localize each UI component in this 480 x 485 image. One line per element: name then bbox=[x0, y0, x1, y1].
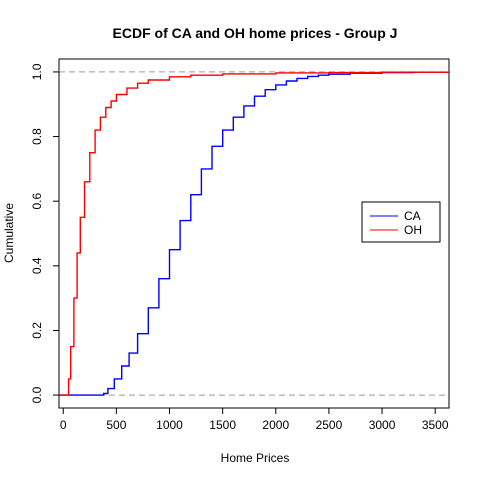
y-tick-label-3: 0.6 bbox=[30, 193, 44, 210]
y-tick-label-2: 0.4 bbox=[30, 257, 44, 274]
y-tick-label-0: 0.0 bbox=[30, 386, 44, 403]
legend-label-ca: CA bbox=[404, 209, 421, 223]
x-axis: 0 500 1000 1500 2000 2500 3000 3500 bbox=[60, 407, 449, 432]
x-tick-label-6: 3000 bbox=[369, 418, 396, 432]
x-tick-label-4: 2000 bbox=[262, 418, 289, 432]
x-tick-label-3: 1500 bbox=[209, 418, 236, 432]
chart-title: ECDF of CA and OH home prices - Group J bbox=[113, 25, 398, 41]
x-tick-label-5: 2500 bbox=[316, 418, 343, 432]
y-axis: 0.0 0.2 0.4 0.6 0.8 1.0 bbox=[30, 63, 60, 403]
y-tick-label-4: 0.8 bbox=[30, 128, 44, 145]
legend-box bbox=[361, 201, 441, 243]
x-tick-label-1: 500 bbox=[106, 418, 126, 432]
x-tick-label-7: 3500 bbox=[422, 418, 449, 432]
x-axis-label: Home Prices bbox=[221, 451, 290, 465]
series-line-ca bbox=[59, 71, 450, 396]
y-tick-label-1: 0.2 bbox=[30, 322, 44, 339]
legend-label-oh: OH bbox=[404, 223, 422, 237]
series-line-oh bbox=[59, 71, 450, 396]
legend: CA OH bbox=[361, 201, 441, 243]
x-tick-label-0: 0 bbox=[60, 418, 67, 432]
y-tick-label-5: 1.0 bbox=[30, 63, 44, 80]
y-axis-label: Cumulative bbox=[2, 203, 16, 263]
series-lines bbox=[59, 71, 450, 396]
x-tick-label-2: 1000 bbox=[156, 418, 183, 432]
